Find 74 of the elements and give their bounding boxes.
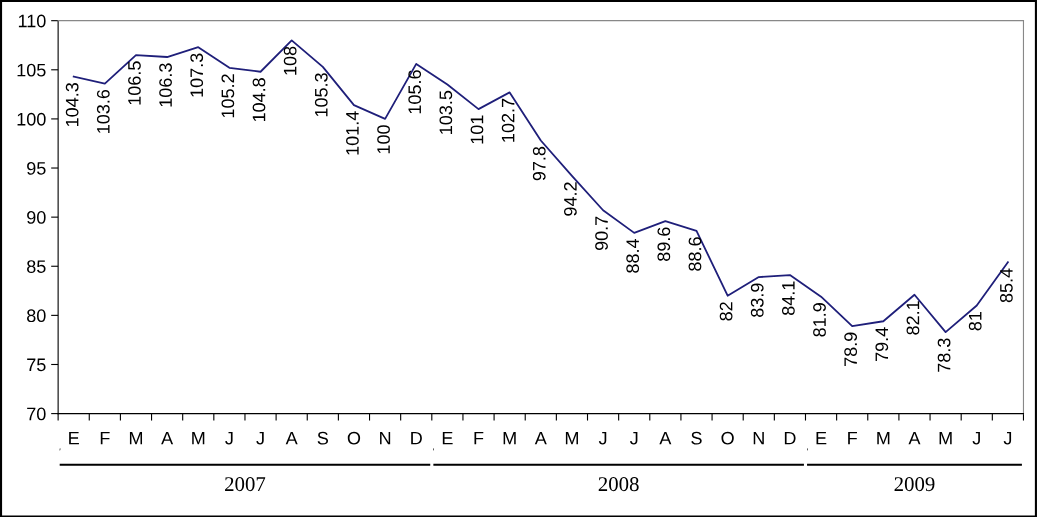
x-tick-label: F <box>848 431 857 445</box>
text: 2008 <box>598 477 639 492</box>
x-tick-label: F <box>100 431 110 445</box>
data-label: 78.9 <box>844 332 858 366</box>
y-tick-label: 100 <box>17 112 46 126</box>
x-tick-label: A <box>285 431 298 445</box>
x-tick-label: M <box>939 431 952 445</box>
data-label: 81.9 <box>813 303 826 337</box>
data-label: 108 <box>283 46 297 75</box>
x-tick-label: O <box>721 431 734 445</box>
x-tick-label: N <box>753 431 764 445</box>
y-tick-label: 70 <box>27 407 46 421</box>
data-label: 97.8 <box>532 146 546 181</box>
data-label: 88.4 <box>626 238 640 273</box>
x-tick-label: D <box>411 431 422 445</box>
x-tick-label: A <box>908 431 921 445</box>
data-label: 102.7 <box>501 98 515 142</box>
data-label: 88.6 <box>688 237 702 271</box>
x-tick-label: M <box>129 431 143 445</box>
text: 2009 <box>894 477 935 492</box>
x-tick-label: E <box>69 431 79 445</box>
data-label: 79.4 <box>875 327 889 362</box>
data-label: 103.6 <box>96 89 110 133</box>
data-label: 103.5 <box>439 90 453 134</box>
y-tick-label: 85 <box>27 260 46 273</box>
x-tick-label: J <box>972 431 980 445</box>
data-label: 104.8 <box>252 78 266 122</box>
data-label: 94.2 <box>564 182 577 216</box>
data-label: 105.3 <box>314 73 328 117</box>
y-tick-label: 105 <box>17 63 46 77</box>
data-label: 106.3 <box>159 63 172 107</box>
data-label: 105.2 <box>221 74 235 118</box>
x-tick-label: N <box>380 431 391 445</box>
data-label: 106.5 <box>128 61 141 105</box>
data-label: 101 <box>470 115 484 144</box>
x-tick-label: J <box>256 431 264 445</box>
x-tick-label: J <box>629 431 638 445</box>
x-tick-label: J <box>598 431 607 445</box>
y-tick-label: 80 <box>27 309 46 323</box>
data-label: 85.4 <box>999 268 1013 303</box>
x-tick-label: J <box>1003 431 1012 445</box>
data-label: 101.4 <box>346 111 359 155</box>
y-tick-label: 90 <box>27 211 46 224</box>
data-label: 81 <box>968 311 982 331</box>
x-tick-label: A <box>161 431 174 445</box>
x-tick-label: M <box>503 431 516 445</box>
x-tick-label: A <box>534 431 547 445</box>
x-tick-label: S <box>691 431 702 445</box>
data-label: 89.6 <box>657 227 671 261</box>
data-label: 82 <box>719 302 733 321</box>
x-tick-label: F <box>474 431 484 445</box>
data-label: 84.1 <box>781 281 795 315</box>
x-tick-label: O <box>347 431 361 445</box>
y-tick-label: 110 <box>18 14 46 28</box>
x-tick-label: J <box>225 431 233 445</box>
x-tick-label: M <box>192 431 205 445</box>
y-tick-label: 75 <box>27 358 46 372</box>
text: 2007 <box>225 477 266 492</box>
x-tick-label: M <box>877 431 890 445</box>
data-label: 105.6 <box>408 70 422 114</box>
data-label: 90.7 <box>595 216 608 251</box>
data-label: 78.3 <box>937 338 951 372</box>
x-tick-label: A <box>659 431 672 445</box>
x-tick-label: E <box>442 431 453 445</box>
data-label: 107.3 <box>190 53 204 97</box>
y-tick-label: 95 <box>27 161 46 175</box>
data-label: 100 <box>377 125 390 154</box>
data-label: 82.1 <box>906 301 920 335</box>
x-tick-label: E <box>816 431 827 445</box>
x-tick-label: D <box>784 431 796 445</box>
x-tick-label: M <box>565 431 578 445</box>
data-label: 83.9 <box>750 283 764 317</box>
data-label: 104.3 <box>65 83 79 127</box>
x-tick-label: S <box>317 431 329 445</box>
